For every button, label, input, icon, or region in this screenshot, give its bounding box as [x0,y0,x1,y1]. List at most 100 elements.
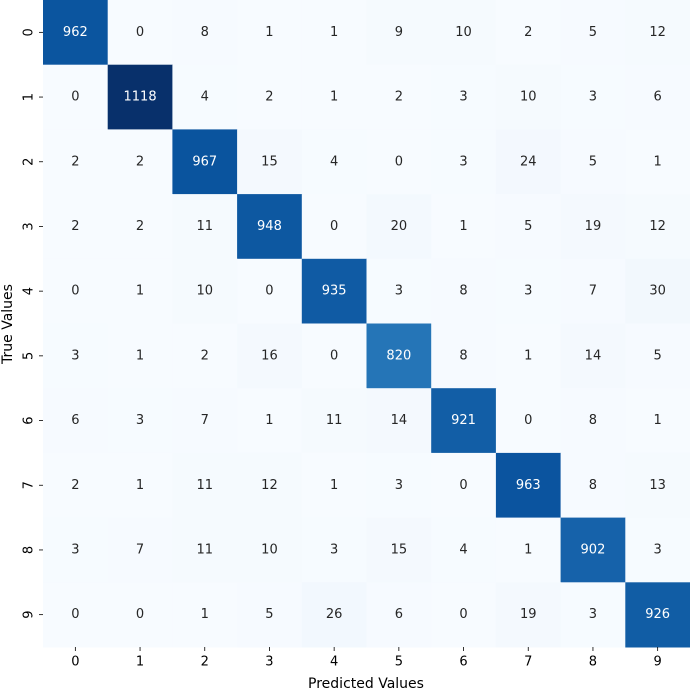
cell-label: 1 [654,413,662,428]
x-tick-label: 1 [136,655,144,670]
cell-label: 0 [265,284,273,299]
cell-label: 3 [459,154,467,169]
x-tick-label: 0 [71,655,79,670]
x-tick-label: 2 [201,655,209,670]
cell-label: 3 [136,413,144,428]
heatmap-cell [560,323,626,389]
cell-label: 6 [654,90,662,105]
heatmap-cell [237,323,303,389]
heatmap-cell [366,129,432,195]
cell-label: 14 [585,348,602,363]
cell-label: 20 [391,219,408,234]
heatmap-cell [560,582,626,648]
cell-label: 12 [649,25,666,40]
heatmap-cell [366,64,432,130]
cell-label: 30 [649,284,666,299]
cell-label: 7 [136,542,144,557]
cell-label: 0 [395,154,403,169]
cell-label: 19 [520,607,537,622]
heatmap-cell [301,0,367,66]
heatmap-cell [172,388,238,454]
heatmap-cell [560,194,626,260]
cell-label: 5 [654,348,662,363]
heatmap-cell [237,129,303,195]
heatmap-cell [107,582,173,648]
heatmap-cell [107,0,173,66]
cell-label: 10 [261,542,278,557]
cell-label: 0 [459,607,467,622]
heatmap-cell [237,452,303,519]
x-tick-label: 3 [265,655,273,670]
heatmap-cell [560,129,626,195]
cell-label: 2 [136,219,144,234]
cell-label: 12 [649,219,666,234]
heatmap-cell [43,582,109,648]
cell-label: 8 [589,478,597,493]
cell-label: 935 [322,284,347,299]
heatmap-cell [495,64,562,130]
cell-label: 7 [201,413,209,428]
heatmap-cell [431,194,497,260]
x-tick-label: 6 [459,655,467,670]
heatmap-cell [301,258,367,324]
heatmap-cell [237,64,303,130]
heatmap-cell [237,517,303,583]
heatmap-cell [625,452,690,519]
heatmap-cell [560,517,626,583]
cell-label: 3 [654,542,662,557]
heatmap-cell [495,452,562,519]
heatmap-cell [172,582,238,648]
heatmap-cell [625,64,690,130]
y-tick-label: 3 [22,222,37,230]
cell-label: 4 [201,90,209,105]
heatmap-cell [560,452,626,519]
cell-label: 2 [71,154,79,169]
cell-label: 1 [265,25,273,40]
heatmap-cell [172,64,238,130]
cell-label: 1 [654,154,662,169]
x-tick-label: 4 [330,655,338,670]
cell-label: 11 [196,478,213,493]
cell-label: 10 [520,90,537,105]
heatmap-cell [107,64,173,130]
cell-label: 1 [524,348,532,363]
heatmap-cell [172,194,238,260]
cell-label: 0 [136,607,144,622]
cell-label: 2 [395,90,403,105]
heatmap-cell [43,388,109,454]
cell-label: 24 [520,154,537,169]
cell-label: 4 [459,542,467,557]
x-tick-label: 5 [395,655,403,670]
heatmap-cell [107,388,173,454]
cell-label: 0 [71,90,79,105]
cell-label: 0 [524,413,532,428]
heatmap-cell [107,129,173,195]
cell-label: 967 [192,154,217,169]
heatmap-cell [301,194,367,260]
cell-label: 2 [136,154,144,169]
cell-label: 0 [71,284,79,299]
heatmap-cell [431,388,497,454]
cell-label: 5 [524,219,532,234]
heatmap-cell [43,0,109,66]
heatmap-cell [43,452,109,519]
cell-label: 5 [589,25,597,40]
heatmap-cell [172,517,238,583]
y-tick-label: 7 [22,481,37,489]
cell-label: 8 [589,413,597,428]
cell-label: 1 [330,90,338,105]
heatmap-cell [431,0,497,66]
cell-label: 921 [451,413,476,428]
heatmap-cell [107,517,173,583]
heatmap-cell [431,452,497,519]
cell-label: 962 [63,25,88,40]
heatmap-cell [237,194,303,260]
heatmap-cell [43,194,109,260]
heatmap-cell [625,194,690,260]
cell-label: 19 [585,219,602,234]
heatmap-cell [625,129,690,195]
cell-label: 10 [196,284,213,299]
y-axis-title: True Values [0,284,16,365]
x-tick-label: 9 [654,655,662,670]
